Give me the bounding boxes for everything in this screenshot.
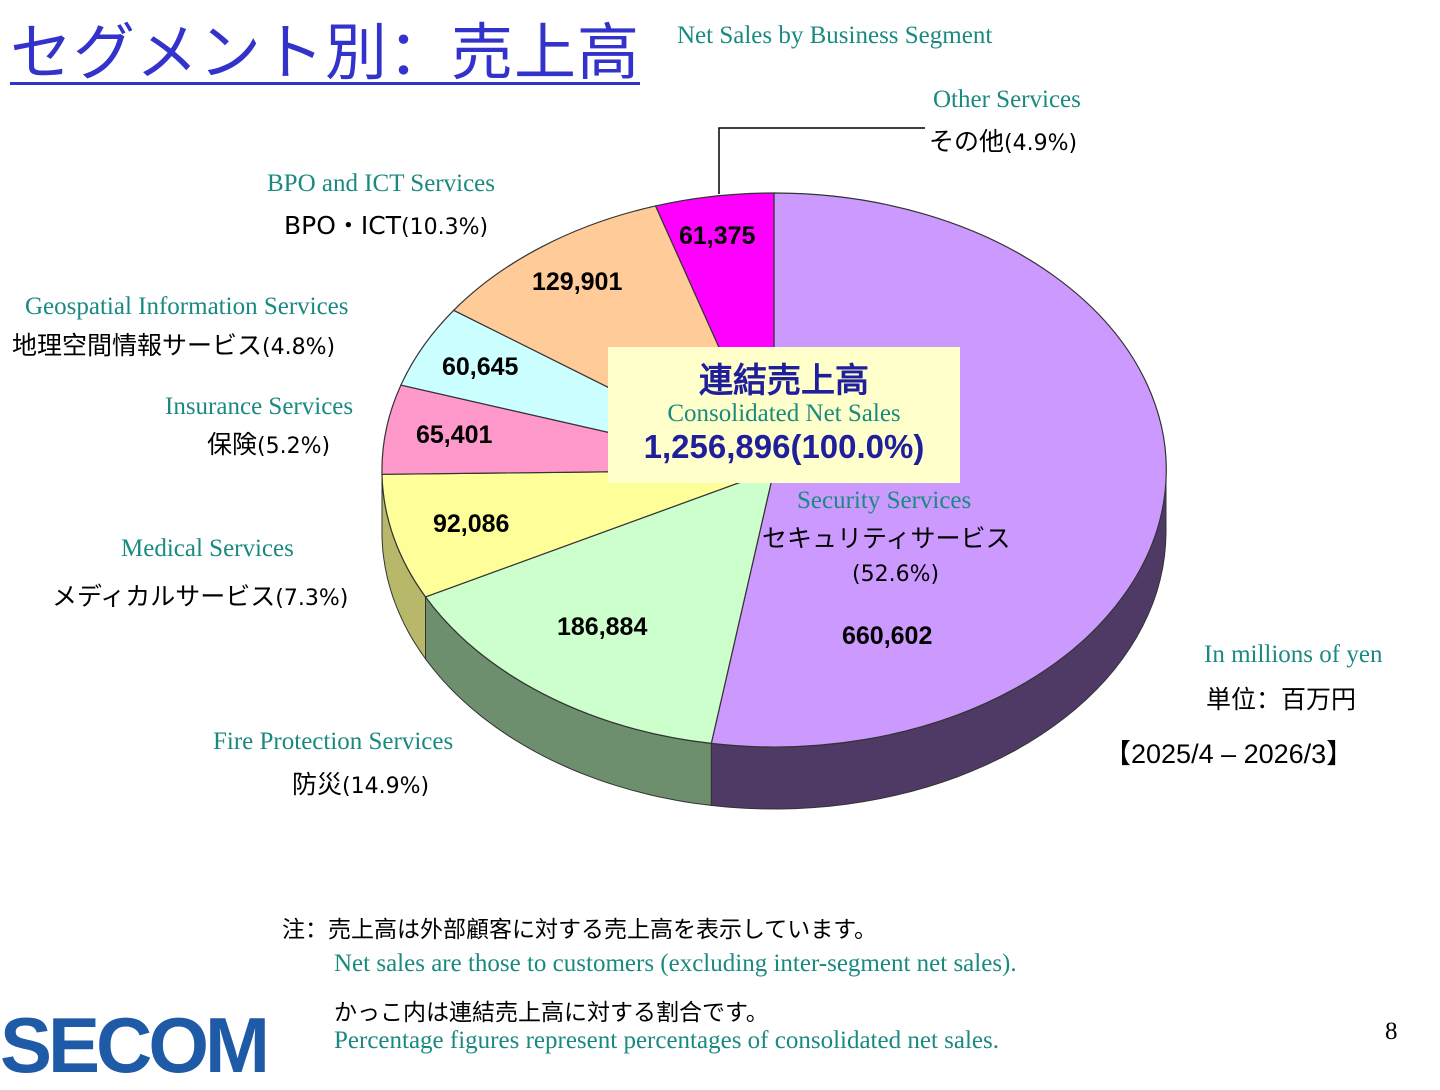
pie-slice-medical: [381, 469, 775, 598]
slice-value-bpo: 129,901: [532, 268, 623, 296]
label-insurance-jp: 保険(5.2%): [207, 430, 331, 459]
total-label-en: Consolidated Net Sales: [667, 400, 901, 427]
note2-jp: かっこ内は連結売上高に対する割合です。: [334, 1000, 769, 1026]
note2-en: Percentage figures represent percentages…: [334, 1027, 999, 1054]
label-insurance-en: Insurance Services: [165, 393, 354, 420]
label-medical-en: Medical Services: [121, 535, 294, 562]
total-value: 1,256,896(100.0%): [643, 428, 925, 465]
slice-value-other: 61,375: [679, 222, 756, 250]
note1-jp: 注：売上高は外部顧客に対する売上高を表示しています。: [282, 917, 878, 943]
label-bpo-en: BPO and ICT Services: [267, 170, 495, 197]
label-medical-jp: メディカルサービス(7.3%): [52, 582, 349, 611]
label-security-en: Security Services: [797, 487, 972, 514]
pie-slice-fire: [424, 469, 775, 745]
slice-value-geospatial: 60,645: [442, 353, 519, 381]
label-geospatial-jp: 地理空間情報サービス(4.8%): [12, 331, 336, 360]
label-bpo-jp: BPO・ICT(10.3%): [284, 211, 489, 240]
label-security-pct: (52.6%): [852, 562, 940, 587]
period-label: 【2025/4 – 2026/3】: [1104, 739, 1354, 769]
slice-value-security: 660,602: [842, 622, 933, 650]
label-fire-en: Fire Protection Services: [213, 728, 454, 755]
unit-en: In millions of yen: [1204, 641, 1383, 668]
label-other-jp: その他(4.9%): [929, 127, 1078, 156]
unit-jp: 単位：百万円: [1206, 685, 1357, 714]
label-other-en: Other Services: [933, 86, 1081, 113]
chart-title-en: Net Sales by Business Segment: [677, 22, 993, 49]
note1-en: Net sales are those to customers (exclud…: [334, 950, 1017, 977]
page-title: セグメント別：売上高: [10, 16, 641, 89]
consolidated-total-box: 連結売上高 Consolidated Net Sales 1,256,896(1…: [608, 347, 960, 483]
slice-value-fire: 186,884: [557, 613, 648, 641]
label-geospatial-en: Geospatial Information Services: [25, 293, 349, 320]
slice-value-medical: 92,086: [433, 510, 510, 538]
secom-logo: SECOM: [0, 1001, 270, 1089]
label-fire-jp: 防災(14.9%): [292, 770, 430, 799]
page-number: 8: [1385, 1018, 1398, 1045]
slice-value-insurance: 65,401: [416, 421, 493, 449]
other-leader-line: [718, 127, 925, 194]
total-label-jp: 連結売上高: [699, 361, 869, 401]
label-security-jp: セキュリティサービス: [762, 524, 1011, 553]
